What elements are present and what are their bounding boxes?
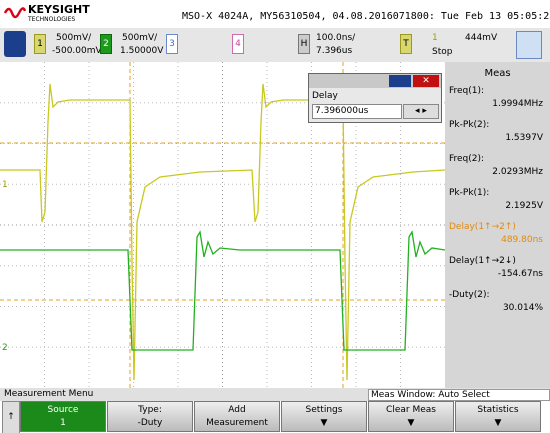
meas-label: Delay(1↑→2↑) [449, 222, 516, 232]
ch1-marker: 1 [2, 180, 8, 190]
meas-label: Freq(1): [449, 86, 485, 96]
softkey[interactable]: Settings ▼ [281, 401, 367, 432]
ch1-box[interactable]: 1 [34, 34, 46, 54]
softkey-label: Add [228, 405, 246, 415]
logo-icon [4, 7, 26, 19]
meas-title: Meas [484, 68, 511, 79]
meas-label: Delay(1↑→2↓) [449, 256, 516, 266]
softkey-label: Source [47, 405, 79, 415]
softkey-arrow: ▼ [407, 418, 415, 428]
zoom-icon[interactable] [516, 31, 542, 59]
ch1-scale: 500mV/ [56, 33, 92, 43]
meas-panel: Meas Freq(1): 1.9994MHz Pk-Pk(2): 1.5397V Fr… [445, 62, 550, 388]
horizontal-box[interactable]: H [298, 34, 310, 54]
softkey-arrow: ▼ [320, 418, 328, 428]
ch4-box[interactable]: 4 [232, 34, 244, 54]
ch2-offset: 1.50000V [120, 46, 164, 56]
ch2-scale: 500mV/ [122, 33, 158, 43]
dialog-move[interactable] [389, 75, 411, 87]
softkey[interactable]: Add Measurement [194, 401, 280, 432]
ch1-offset: -500.00mV [52, 46, 102, 56]
meas-value: -154.67ns [497, 269, 543, 279]
softkey[interactable]: Type: -Duty [107, 401, 193, 432]
brand: KEYSIGHT [28, 3, 90, 16]
dialog-close[interactable]: ✕ [413, 75, 439, 87]
softkey[interactable]: Statistics ▼ [455, 401, 541, 432]
menu-icon[interactable] [4, 31, 26, 57]
delay-arrows[interactable]: ◂ ▸ [403, 104, 439, 119]
meas-label: -Duty(2): [449, 290, 490, 300]
softkey-label: Statistics [477, 405, 519, 415]
softkey-arrow: ▼ [494, 418, 502, 428]
meas-label: Pk-Pk(2): [449, 120, 490, 130]
time-scale: 100.0ns/ [316, 33, 356, 43]
meas-window: Meas Window: Auto Select [368, 389, 550, 401]
title: MSO-X 4024A, MY56310504, 04.08.201607180… [182, 11, 550, 22]
trigger-source: 1 [432, 33, 438, 43]
meas-value: 489.80ns [501, 235, 543, 245]
meas-value: 30.014% [502, 303, 543, 313]
meas-value: 1.9994MHz [492, 99, 543, 109]
delay-dialog: ✕ Delay 7.396000us ◂ ▸ [308, 73, 442, 123]
softkey-value: 1 [60, 418, 66, 428]
ch2-marker: 2 [2, 343, 8, 353]
back-key[interactable]: ↑ [2, 401, 20, 433]
softkey-label: Type: [138, 405, 162, 415]
time-delay: 7.396us [316, 46, 353, 56]
softkey-label: Clear Meas [386, 405, 436, 415]
ch3-box[interactable]: 3 [166, 34, 178, 54]
delay-input[interactable]: 7.396000us [312, 104, 402, 119]
meas-label: Pk-Pk(1): [449, 188, 490, 198]
softkey[interactable]: Clear Meas ▼ [368, 401, 454, 432]
softkey-value: Measurement [206, 418, 268, 428]
ch2-box[interactable]: 2 [100, 34, 112, 54]
menu-title: Measurement Menu [4, 389, 94, 399]
meas-value: 2.0293MHz [492, 167, 543, 177]
meas-label: Freq(2): [449, 154, 485, 164]
softkey[interactable]: Source 1 [20, 401, 106, 432]
trigger-box[interactable]: T [400, 34, 412, 54]
softkey-label: Settings [305, 405, 343, 415]
dialog-label: Delay [312, 91, 338, 101]
meas-value: 1.5397V [505, 133, 543, 143]
softkey-value: -Duty [137, 418, 163, 428]
channel-bar [0, 28, 550, 62]
meas-value: 2.1925V [505, 201, 543, 211]
trigger-level: 444mV [465, 33, 498, 43]
brand-sub: TECHNOLOGIES [28, 16, 76, 23]
run-status: Stop [432, 47, 453, 57]
